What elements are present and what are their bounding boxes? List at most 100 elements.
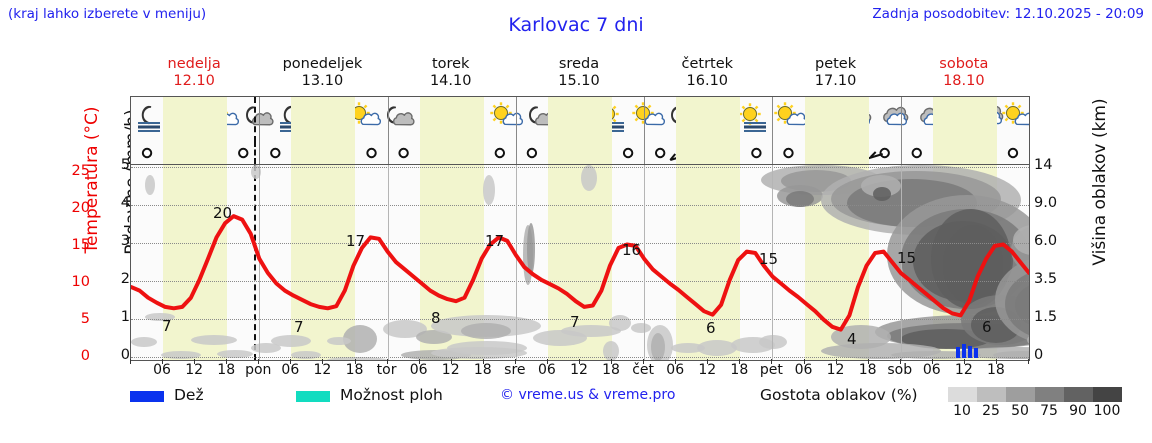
cloud-blob — [447, 341, 527, 355]
x-tick-0 — [130, 359, 131, 364]
cloud-density-number-10: 10 — [953, 403, 971, 419]
wind-barb-26 — [958, 147, 987, 161]
temp-label-6: 7 — [570, 313, 580, 331]
x-tick-15 — [611, 359, 613, 364]
cloud-blob — [931, 209, 1011, 309]
cloud-density-number-90: 90 — [1069, 403, 1087, 419]
cloud-blob — [251, 165, 261, 179]
x-label-12-17: 12 — [698, 362, 717, 378]
x-tick-27 — [995, 359, 997, 364]
cloud-rain-icon — [948, 105, 974, 137]
x-tick-17 — [675, 359, 677, 364]
x-tick-19 — [739, 359, 741, 364]
cloud-blob — [251, 343, 281, 353]
cloud-blob — [647, 325, 673, 360]
forecast-graph[interactable]: 720717817716615415616 — [130, 164, 1030, 361]
cloud-blob — [631, 323, 651, 333]
x-label-18-6: 18 — [345, 362, 364, 378]
current-time-line — [254, 165, 257, 360]
x-tick-24 — [899, 359, 901, 364]
current-time-line — [254, 141, 257, 164]
temp-tick-5: 5 — [80, 311, 90, 327]
cloud-blob — [971, 307, 1021, 343]
cloud-blob — [161, 351, 201, 359]
cloud-blob — [145, 175, 155, 195]
day-header-0: nedelja 12.10 — [130, 56, 258, 90]
day-separator-2 — [387, 165, 389, 360]
cloud-blob — [891, 351, 981, 359]
h-gridline-0 — [131, 167, 1029, 168]
copyright-link[interactable]: © vreme.us & vreme.pro — [500, 387, 676, 403]
temp-label-9: 15 — [759, 250, 779, 268]
daylight-shade-6 — [932, 141, 997, 164]
wind-barb-1 — [173, 147, 185, 159]
rain-bars — [956, 344, 978, 358]
cloud-blob — [671, 343, 705, 353]
day-date: 14.10 — [429, 73, 472, 89]
day-date: 16.10 — [686, 73, 729, 89]
x-tick-8 — [386, 359, 388, 364]
daylight-shade-2 — [419, 141, 484, 164]
cloud-blob — [581, 165, 597, 191]
rain-legend-swatch — [130, 391, 164, 402]
wind-barb-7 — [366, 147, 377, 159]
cloud-blob — [821, 165, 1021, 235]
location-menu-note: (kraj lahko izberete v meniju) — [8, 6, 207, 22]
x-label-18-10: 18 — [473, 362, 492, 378]
day-name: sreda — [558, 56, 600, 72]
temp-label-5: 17 — [485, 232, 505, 250]
day-separator-5 — [772, 97, 774, 142]
wind-barb-27 — [1007, 147, 1019, 159]
x-label-18-26: 18 — [987, 362, 1005, 378]
cloud-tick-1.5: 1.5 — [1034, 309, 1058, 325]
day-header-1: ponedeljek 13.10 — [258, 56, 386, 90]
day-separator-1 — [259, 165, 261, 360]
cloud-tick-14: 14 — [1034, 157, 1053, 173]
temp-label-2: 7 — [294, 318, 304, 336]
day-separator-6 — [900, 97, 902, 142]
cloud-blob — [217, 350, 253, 358]
cloud-blob — [191, 335, 237, 345]
wind-barb-0 — [141, 147, 153, 159]
day-separator-5 — [772, 165, 774, 360]
page-title: Karlovac 7 dni — [508, 14, 644, 36]
rain-legend-label: Dež — [174, 386, 204, 404]
temp-label-3: 17 — [346, 232, 366, 250]
day-date: 12.10 — [173, 73, 215, 89]
cloud-icon — [920, 106, 946, 126]
x-label-pon-3: pon — [245, 362, 272, 378]
x-label-06-8: 06 — [409, 362, 428, 378]
x-label-12-25: 12 — [954, 362, 973, 378]
moon-fog-icon — [138, 105, 160, 132]
daylight-shade-0 — [163, 97, 228, 142]
moon-fog-icon — [280, 105, 302, 132]
precip-tick-3: 3 — [120, 233, 130, 249]
cloud-blob — [887, 195, 1029, 315]
cloud-blob — [131, 337, 157, 347]
rain-bar-1 — [962, 344, 966, 358]
cloud-tick-0: 0 — [1034, 347, 1044, 363]
day-header-5: petek 17.10 — [771, 56, 899, 90]
cloud-tick-3.5: 3.5 — [1034, 271, 1058, 287]
cloud-blob — [1011, 227, 1029, 273]
cloud-blob — [343, 325, 377, 353]
x-label-06-4: 06 — [281, 362, 300, 378]
cloud-density-swatch-10 — [948, 387, 977, 402]
x-tick-18 — [707, 359, 709, 364]
temperature-line — [131, 214, 1029, 332]
day-separator-5 — [772, 141, 774, 164]
daylight-shade-2 — [419, 165, 484, 360]
cloud-blob — [609, 315, 631, 331]
wind-barb-14 — [590, 147, 602, 159]
cloud-height-axis-title: Višina oblakov (km) — [1090, 98, 1110, 266]
rain-bar-2 — [968, 346, 972, 358]
x-tick-1 — [162, 359, 164, 364]
precip-tick-1: 1 — [120, 309, 130, 325]
wind-barb-12 — [526, 147, 538, 159]
x-label-18-18: 18 — [730, 362, 749, 378]
x-label-sob-23: sob — [887, 362, 913, 378]
x-label-čet-15: čet — [632, 362, 655, 378]
moon-fog-icon — [706, 105, 728, 132]
cloud-blob — [913, 221, 1013, 301]
temp-label-11: 15 — [897, 249, 917, 267]
